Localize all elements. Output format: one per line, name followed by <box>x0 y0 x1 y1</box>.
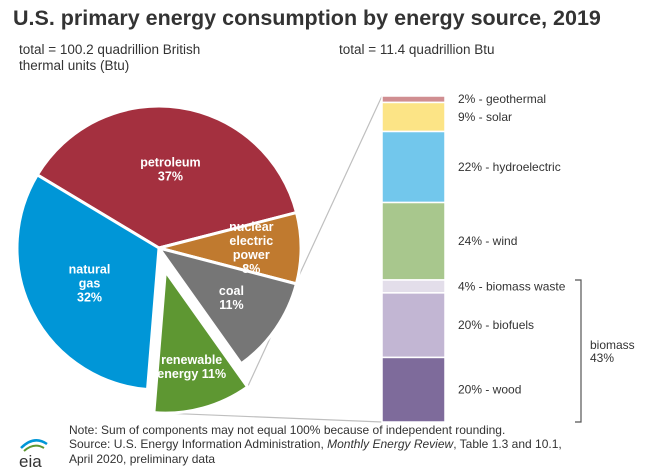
pie-labels: petroleum 37% nuclear electric power 8% coal 11… <box>69 155 274 381</box>
bar-label-hydroelectric: 22% - hydroelectric <box>458 160 561 174</box>
bar-segment-wood <box>381 356 446 423</box>
logo-text: eia <box>19 452 42 470</box>
bar-segment-biomass-waste <box>381 279 446 294</box>
pie-label-coal: coal 11% <box>219 284 244 312</box>
bar-segment-solar <box>381 101 446 133</box>
pie-slice-coal <box>155 245 299 366</box>
bar-segment-biofuels <box>381 292 446 359</box>
pie-label-renewable-energy: renewable energy 11% <box>157 353 226 381</box>
bar-label-geothermal: 2% - geothermal <box>458 92 546 106</box>
source-title: Monthly Energy Review <box>327 437 454 452</box>
bar-label-wood: 20% - wood <box>458 383 521 397</box>
bar-total-label: total = 11.4 quadrillion Btu <box>339 42 495 57</box>
logo-arc-green <box>23 444 45 452</box>
bar-segment-geothermal <box>381 95 446 104</box>
biomass-bracket: biomass 43% <box>575 279 635 423</box>
pie-slice-natural-gas <box>15 172 161 392</box>
pie-slice-renewable-energy <box>152 266 250 415</box>
bar-label-biofuels: 20% - biofuels <box>458 318 534 332</box>
bar-segment-wind <box>381 201 446 281</box>
source-text: Source: U.S. Energy Information Administ… <box>69 437 562 451</box>
stacked-bar <box>381 95 446 423</box>
stacked-bar-labels: 2% - geothermal 9% - solar 22% - hydroelec… <box>458 92 566 396</box>
source-suffix: , Table 1.3 and 10.1, <box>453 437 562 452</box>
bar-label-wind: 24% - wind <box>458 234 517 248</box>
biomass-group-label: biomass 43% <box>590 338 635 365</box>
bar-segment-hydroelectric <box>381 130 446 204</box>
pie-chart <box>15 104 303 415</box>
note-text: Note: Sum of components may not equal 10… <box>69 423 506 437</box>
connector-bottom <box>153 412 383 423</box>
pie-total-label: total = 100.2 quadrillion British therma… <box>19 42 201 73</box>
pie-label-nuclear-electric-power: nuclear electric power 8% <box>229 220 274 276</box>
bar-label-solar: 9% - solar <box>458 110 512 124</box>
bar-label-biomass-waste: 4% - biomass waste <box>458 279 566 293</box>
source-prefix: Source: U.S. Energy Information Administ… <box>69 437 328 452</box>
bracket-line <box>575 279 582 423</box>
pie-label-petroleum: petroleum 37% <box>140 155 200 183</box>
footnote: Note: Sum of components may not equal 10… <box>69 423 562 466</box>
source-date: April 2020, preliminary data <box>69 451 216 466</box>
eia-logo: eia <box>19 439 48 470</box>
logo-arc-blue <box>20 439 48 449</box>
chart-title: U.S. primary energy consumption by energ… <box>13 6 601 30</box>
pie-label-natural-gas: natural gas 32% <box>69 263 111 305</box>
